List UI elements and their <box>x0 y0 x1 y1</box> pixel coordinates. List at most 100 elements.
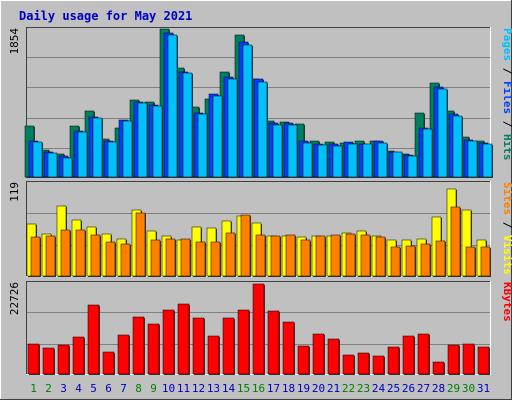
x-tick-label: 8 <box>135 382 142 395</box>
bar-kbytes-day-28 <box>432 361 445 375</box>
bar-sites-day-1 <box>30 236 41 277</box>
x-tick-label: 24 <box>372 382 386 395</box>
x-tick-label: 9 <box>150 382 157 395</box>
x-tick-label: 31 <box>477 382 490 395</box>
bar-kbytes-day-3 <box>57 344 70 375</box>
bar-pages-day-9 <box>152 105 163 178</box>
bar-pages-day-6 <box>107 141 118 178</box>
y-max-label: 119 <box>8 182 21 202</box>
bar-sites-day-23 <box>360 234 371 277</box>
bar-kbytes-day-11 <box>177 303 190 375</box>
bar-kbytes-day-6 <box>102 351 115 375</box>
bar-kbytes-day-30 <box>462 343 475 375</box>
legend-part: / <box>501 61 512 81</box>
bar-kbytes-day-20 <box>312 333 325 375</box>
bar-kbytes-day-15 <box>237 309 250 375</box>
bar-kbytes-day-24 <box>372 355 385 375</box>
bar-kbytes-day-23 <box>357 352 370 375</box>
bar-pages-day-19 <box>302 142 313 178</box>
bar-kbytes-day-27 <box>417 333 430 375</box>
bar-pages-day-24 <box>377 142 388 178</box>
bar-kbytes-day-29 <box>447 344 460 375</box>
bar-kbytes-day-13 <box>207 335 220 375</box>
x-tick-label: 23 <box>357 382 370 395</box>
bar-sites-day-26 <box>405 245 416 277</box>
bar-sites-day-9 <box>150 239 161 277</box>
bar-sites-day-13 <box>210 241 221 277</box>
bar-sites-day-6 <box>105 241 116 277</box>
bar-sites-day-20 <box>315 235 326 277</box>
bar-sites-day-15 <box>240 214 251 277</box>
x-tick-label: 27 <box>417 382 430 395</box>
x-tick-label: 4 <box>75 382 82 395</box>
bar-pages-day-5 <box>92 117 103 178</box>
x-tick-label: 19 <box>297 382 310 395</box>
legend-part: / <box>501 114 512 134</box>
bar-pages-day-4 <box>77 131 88 178</box>
bar-pages-day-23 <box>362 143 373 178</box>
y-max-label: 1854 <box>8 28 21 55</box>
bar-pages-day-26 <box>407 155 418 178</box>
series-pages <box>32 34 493 178</box>
x-tick-label: 21 <box>327 382 340 395</box>
bar-sites-day-8 <box>135 212 146 277</box>
bar-sites-day-14 <box>225 232 236 277</box>
bar-kbytes-day-17 <box>267 310 280 375</box>
x-tick-label: 17 <box>267 382 280 395</box>
bar-sites-day-12 <box>195 241 206 277</box>
bar-kbytes-day-14 <box>222 317 235 375</box>
panel-visits-sites: 119 Sites / Visits <box>8 181 512 277</box>
x-tick-label: 13 <box>207 382 220 395</box>
bar-sites-day-22 <box>345 233 356 277</box>
bar-kbytes-day-12 <box>192 317 205 375</box>
x-tick-label: 15 <box>237 382 250 395</box>
bar-pages-day-15 <box>242 44 253 178</box>
legend-part: / <box>501 215 512 235</box>
bar-kbytes-day-10 <box>162 309 175 375</box>
x-tick-label: 26 <box>402 382 415 395</box>
bar-kbytes-day-2 <box>42 347 55 375</box>
bar-pages-day-8 <box>137 102 148 178</box>
bar-sites-day-24 <box>375 236 386 277</box>
bar-sites-day-10 <box>165 238 176 277</box>
bar-pages-day-11 <box>182 72 193 178</box>
bar-sites-day-30 <box>465 246 476 277</box>
x-tick-label: 7 <box>120 382 127 395</box>
bar-sites-day-21 <box>330 234 341 277</box>
x-tick-label: 22 <box>342 382 355 395</box>
bar-sites-day-5 <box>90 234 101 277</box>
bar-sites-day-19 <box>300 239 311 277</box>
bar-sites-day-27 <box>420 243 431 277</box>
bar-sites-day-25 <box>390 246 401 277</box>
series-legend-label: Sites / Visits <box>501 182 512 275</box>
bar-pages-day-30 <box>467 140 478 178</box>
x-tick-label: 30 <box>462 382 475 395</box>
bar-sites-day-11 <box>180 238 191 277</box>
bar-sites-day-18 <box>285 234 296 277</box>
panel-hits-files-pages: 1854 Pages / Files / Hits <box>8 27 512 178</box>
bar-pages-day-16 <box>257 81 268 178</box>
x-tick-label: 16 <box>252 382 265 395</box>
bar-pages-day-29 <box>452 115 463 178</box>
bar-sites-day-7 <box>120 243 131 277</box>
bar-sites-day-29 <box>450 206 461 277</box>
bar-pages-day-3 <box>62 157 73 178</box>
series-legend-label: KBytes <box>501 282 512 322</box>
x-tick-label: 11 <box>177 382 190 395</box>
bar-sites-day-4 <box>75 229 86 277</box>
bar-sites-day-3 <box>60 229 71 277</box>
bar-kbytes-day-25 <box>387 346 400 375</box>
bar-kbytes-day-9 <box>147 323 160 375</box>
bar-pages-day-12 <box>197 113 208 178</box>
x-tick-label: 12 <box>192 382 205 395</box>
bar-pages-day-1 <box>32 141 43 178</box>
x-tick-label: 5 <box>90 382 97 395</box>
legend-part: Hits <box>501 134 512 161</box>
x-tick-label: 25 <box>387 382 400 395</box>
bar-kbytes-day-21 <box>327 338 340 375</box>
bar-pages-day-17 <box>272 124 283 178</box>
x-tick-label: 20 <box>312 382 325 395</box>
bar-pages-day-25 <box>392 151 403 178</box>
legend-part: Visits <box>501 235 512 275</box>
